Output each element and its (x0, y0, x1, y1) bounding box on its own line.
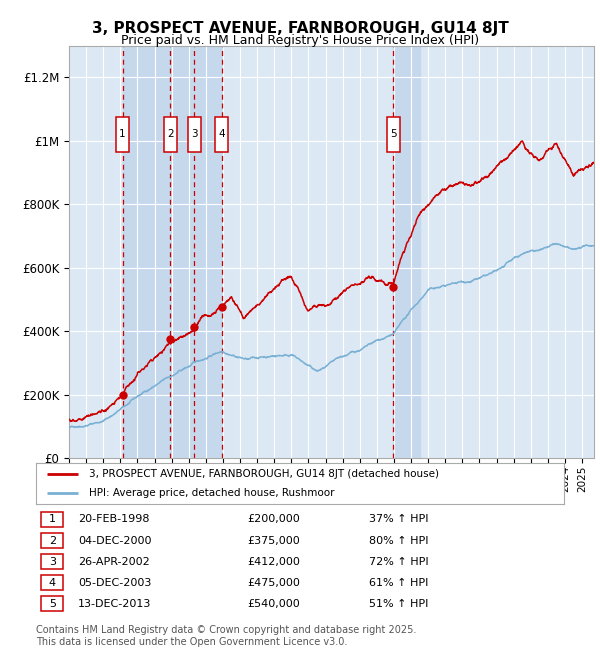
Bar (122, 46, 170, 458)
Text: £375,000: £375,000 (247, 536, 300, 545)
Point (217, 302, 226, 313)
Text: 72% ↑ HPI: 72% ↑ HPI (368, 556, 428, 567)
Text: 1: 1 (49, 515, 56, 525)
Bar (41, 575, 64, 590)
Text: £200,000: £200,000 (247, 515, 300, 525)
Text: 05-DEC-2003: 05-DEC-2003 (78, 578, 152, 588)
Bar (41, 533, 64, 548)
Bar (164, 117, 177, 152)
Bar (41, 512, 64, 527)
Text: 13-DEC-2013: 13-DEC-2013 (78, 599, 152, 608)
Bar (386, 117, 400, 152)
Text: 5: 5 (390, 129, 397, 139)
Text: £540,000: £540,000 (247, 599, 300, 608)
Bar (170, 46, 194, 458)
Bar (194, 46, 221, 458)
Text: 5: 5 (49, 599, 56, 608)
Bar (41, 554, 64, 569)
Text: 61% ↑ HPI: 61% ↑ HPI (368, 578, 428, 588)
Text: 80% ↑ HPI: 80% ↑ HPI (368, 536, 428, 545)
Bar (116, 117, 129, 152)
Point (190, 322, 199, 333)
Text: Contains HM Land Registry data © Crown copyright and database right 2025.
This d: Contains HM Land Registry data © Crown c… (36, 625, 416, 647)
Point (166, 334, 175, 345)
Point (388, 281, 398, 292)
Text: £475,000: £475,000 (247, 578, 300, 588)
Text: 3, PROSPECT AVENUE, FARNBOROUGH, GU14 8JT: 3, PROSPECT AVENUE, FARNBOROUGH, GU14 8J… (92, 21, 508, 36)
Text: 3: 3 (49, 556, 56, 567)
Text: 2: 2 (49, 536, 56, 545)
Point (118, 389, 127, 400)
Text: 51% ↑ HPI: 51% ↑ HPI (368, 599, 428, 608)
Text: Price paid vs. HM Land Registry's House Price Index (HPI): Price paid vs. HM Land Registry's House … (121, 34, 479, 47)
Text: £412,000: £412,000 (247, 556, 300, 567)
Text: HPI: Average price, detached house, Rushmoor: HPI: Average price, detached house, Rush… (89, 488, 334, 498)
Text: 2: 2 (167, 129, 173, 139)
Text: 4: 4 (218, 129, 225, 139)
Text: 3: 3 (191, 129, 197, 139)
Text: 1: 1 (119, 129, 126, 139)
Text: 37% ↑ HPI: 37% ↑ HPI (368, 515, 428, 525)
Bar (188, 117, 200, 152)
Text: 20-FEB-1998: 20-FEB-1998 (78, 515, 150, 525)
Bar (215, 117, 228, 152)
Text: 4: 4 (49, 578, 56, 588)
Bar (393, 46, 419, 458)
Bar (41, 596, 64, 611)
Text: 04-DEC-2000: 04-DEC-2000 (78, 536, 152, 545)
Text: 3, PROSPECT AVENUE, FARNBOROUGH, GU14 8JT (detached house): 3, PROSPECT AVENUE, FARNBOROUGH, GU14 8J… (89, 469, 439, 479)
Text: 26-APR-2002: 26-APR-2002 (78, 556, 150, 567)
